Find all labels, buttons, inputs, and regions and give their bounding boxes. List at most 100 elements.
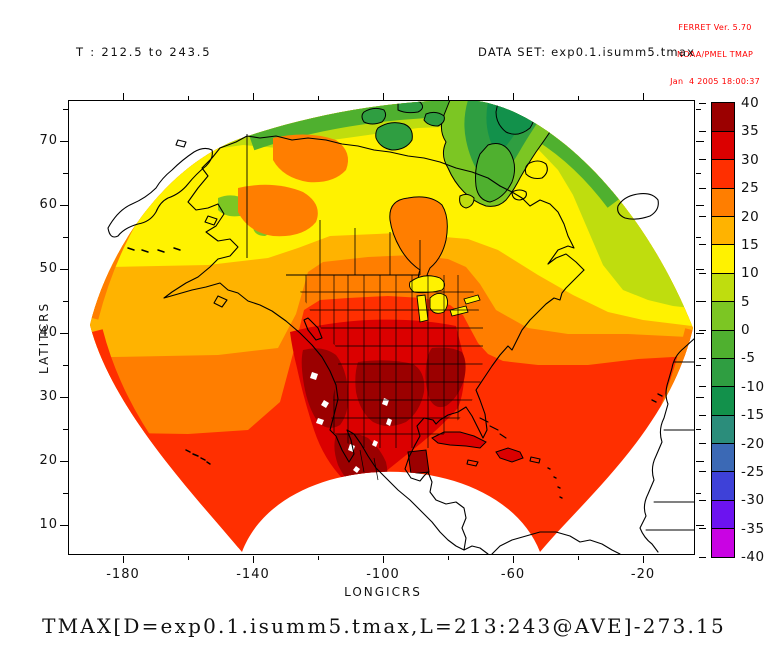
y-minor-tick — [696, 172, 701, 174]
colorbar-separator — [712, 244, 734, 246]
colorbar-separator — [712, 528, 734, 530]
x-major-tick — [122, 93, 124, 100]
y-minor-tick — [696, 108, 701, 110]
colorbar-level-label: -25 — [741, 463, 765, 480]
colorbar-separator — [712, 272, 734, 274]
time-range-label: T : 212.5 to 243.5 — [76, 45, 212, 59]
colorbar-separator — [712, 471, 734, 473]
x-minor-tick — [187, 556, 189, 560]
y-major-tick — [696, 204, 704, 206]
colorbar-level-label: 20 — [741, 208, 760, 225]
x-minor-tick — [447, 556, 449, 560]
x-major-tick — [252, 93, 254, 100]
x-major-tick — [512, 93, 514, 100]
colorbar-band — [712, 301, 734, 330]
colorbar-band — [712, 159, 734, 189]
y-major-tick — [60, 140, 68, 142]
x-tick-label: -20 — [630, 567, 656, 582]
colorbar-level-label: 40 — [741, 95, 760, 111]
x-minor-tick — [317, 556, 319, 560]
colorbar-tick — [699, 272, 706, 274]
y-tick-label: 30 — [39, 389, 58, 404]
y-minor-tick — [63, 236, 68, 238]
colorbar-tick — [699, 159, 706, 161]
x-major-tick — [252, 556, 254, 563]
colorbar-level-label: 0 — [741, 322, 751, 338]
x-major-tick — [642, 556, 644, 563]
y-major-tick — [60, 268, 68, 270]
colorbar-tick — [699, 244, 706, 246]
y-minor-tick — [696, 492, 701, 494]
colorbar-tick — [699, 471, 706, 473]
colorbar-tick — [699, 386, 706, 388]
colorbar-band — [712, 330, 734, 359]
colorbar-band — [712, 415, 734, 444]
colorbar-tick — [699, 556, 706, 558]
y-tick-label: 20 — [39, 453, 58, 468]
colorbar-separator — [712, 159, 734, 161]
colorbar-level-label: 10 — [741, 265, 760, 282]
colorbar-tick — [699, 499, 706, 501]
colorbar-separator — [712, 443, 734, 444]
colorbar-level-label: 5 — [741, 293, 751, 310]
y-major-tick — [60, 204, 68, 206]
colorbar-level-label: -35 — [741, 520, 765, 537]
y-major-tick — [60, 524, 68, 526]
colorbar-band — [712, 500, 734, 529]
y-minor-tick — [63, 172, 68, 174]
colorbar-tick — [699, 102, 706, 104]
y-major-tick — [60, 332, 68, 334]
y-minor-tick — [696, 428, 701, 430]
y-minor-tick — [63, 108, 68, 110]
colorbar-level-label: -10 — [741, 378, 765, 395]
x-major-tick — [512, 556, 514, 563]
colorbar-level-label: 30 — [741, 151, 760, 168]
colorbar-tick — [699, 443, 706, 444]
y-major-tick — [696, 460, 704, 462]
y-tick-label: 10 — [39, 517, 58, 532]
colorbar-band — [712, 244, 734, 274]
y-major-tick — [696, 524, 704, 526]
colorbar-band — [712, 528, 734, 557]
colorbar-level-label: -5 — [741, 350, 756, 367]
colorbar-tick — [699, 130, 706, 132]
dataset-label: DATA SET: exp0.1.isumm5.tmax — [478, 45, 696, 59]
colorbar-separator — [712, 499, 734, 501]
y-major-tick — [60, 396, 68, 398]
y-major-tick — [696, 332, 704, 334]
colorbar-band — [712, 386, 734, 416]
y-tick-label: 60 — [39, 197, 58, 212]
colorbar-separator — [712, 414, 734, 416]
colorbar-separator — [712, 386, 734, 388]
colorbar-level-label: -20 — [741, 435, 765, 452]
y-major-tick — [696, 396, 704, 398]
colorbar-band — [712, 273, 734, 302]
colorbar-band — [712, 188, 734, 217]
x-minor-tick — [447, 96, 449, 100]
y-tick-label: 50 — [39, 261, 58, 276]
colorbar-band — [712, 216, 734, 245]
x-tick-label: -140 — [236, 567, 270, 582]
y-major-tick — [696, 268, 704, 270]
x-major-tick — [382, 93, 384, 100]
x-minor-tick — [187, 96, 189, 100]
colorbar-tick — [699, 216, 706, 217]
map-canvas — [90, 100, 695, 555]
branding-datetime: Jan 4 2005 18:00:37 — [670, 77, 760, 86]
colorbar-tick — [699, 357, 706, 359]
colorbar-tick — [699, 528, 706, 530]
y-major-tick — [696, 140, 704, 142]
colorbar-level-label: 35 — [741, 123, 760, 140]
branding-version: FERRET Ver. 5.70 — [678, 23, 752, 32]
y-major-tick — [60, 460, 68, 462]
colorbar-level-label: -40 — [741, 549, 765, 565]
colorbar-separator — [712, 216, 734, 217]
colorbar-separator — [712, 357, 734, 359]
x-tick-label: -180 — [106, 567, 140, 582]
colorbar-tick — [699, 329, 706, 331]
y-minor-tick — [696, 236, 701, 238]
temperature-field — [90, 100, 693, 552]
colorbar-tick — [699, 301, 706, 303]
colorbar-band — [712, 131, 734, 160]
